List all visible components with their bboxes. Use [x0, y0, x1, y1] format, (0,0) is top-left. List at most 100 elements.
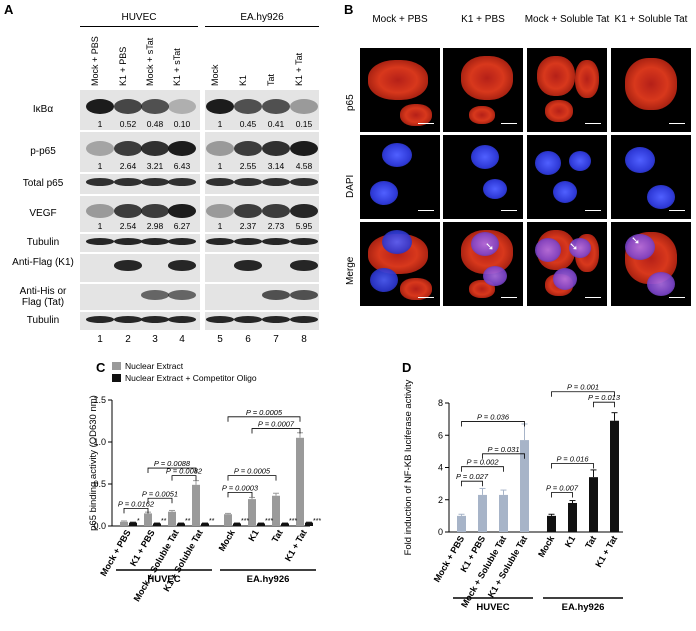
significance-mark: ** [185, 518, 191, 525]
micro-column-title: K1 + Soluble Tat [614, 14, 688, 25]
bar-main [589, 477, 598, 532]
cell-nucleus-merge [471, 232, 499, 256]
cell-cytoplasm [400, 104, 432, 126]
blot-band [168, 260, 196, 271]
blot-quant-value: 6.27 [173, 221, 191, 231]
blot-lane-number: 7 [273, 334, 279, 345]
significance-mark: *** [265, 518, 273, 525]
bar-main [224, 514, 232, 526]
blot-row-label: Anti-His or Flag (Tat) [19, 286, 67, 308]
blot-lane-label: K1 + Tat [294, 52, 304, 86]
cell-nucleus [483, 179, 507, 199]
cell-nucleus [647, 185, 675, 209]
blot-band [290, 315, 318, 323]
blot-quant-value: 1 [97, 221, 103, 231]
blot-band [234, 203, 262, 218]
significance-mark: ** [161, 518, 167, 525]
x-category-label: Tat [583, 534, 598, 550]
blot-lane-label: Mock + PBS [90, 36, 100, 86]
blot-quant-value: 2.64 [119, 161, 137, 171]
blot-band [114, 140, 142, 156]
legend-swatch [112, 374, 121, 382]
legend-swatch [112, 362, 121, 370]
blot-band [168, 178, 196, 186]
scale-bar [418, 123, 434, 124]
blot-band [234, 260, 262, 271]
micro-image [443, 48, 523, 132]
blot-band [86, 315, 114, 323]
blot-quant-value: 1 [217, 221, 223, 231]
cell-nucleus [569, 151, 591, 171]
p-value-label: P = 0.031 [487, 445, 519, 454]
micro-image [527, 135, 607, 219]
cell-nucleus [471, 145, 499, 169]
blot-band [234, 315, 262, 323]
blot-band [234, 178, 262, 186]
blot-band [141, 289, 169, 300]
p-value-bracket [123, 507, 149, 514]
blot-row-label: Anti-Flag (K1) [12, 257, 74, 268]
blot-strip [80, 90, 200, 130]
bar-main [296, 437, 304, 526]
blot-band [168, 237, 196, 245]
blot-band [206, 178, 234, 186]
scale-bar [418, 297, 434, 298]
group-label: HUVEC [147, 574, 180, 585]
blot-row-label: Total p65 [22, 178, 64, 189]
arrow-icon: ➘ [631, 235, 641, 247]
x-category-label: K1 [563, 534, 577, 549]
x-category-label: Tat [270, 528, 285, 544]
blot-band [206, 315, 234, 323]
blot-band [141, 315, 169, 323]
blot-quant-value: 0.10 [173, 119, 191, 129]
y-tick-label: 0 [438, 527, 443, 537]
p-value-bracket [551, 391, 615, 397]
blot-band [114, 237, 142, 245]
blot-lane-label: Tat [266, 73, 276, 86]
p-value-label: P = 0.027 [456, 472, 489, 481]
blot-lane-label: K1 [238, 74, 248, 86]
bar-main [478, 494, 487, 532]
bar-competitor [257, 523, 265, 526]
scale-bar [585, 123, 601, 124]
bar-main [144, 513, 152, 526]
bar-competitor [281, 523, 289, 526]
blot-lane-number: 8 [301, 334, 307, 345]
cell-nucleus-merge [553, 268, 577, 290]
blot-lane-label: Mock + sTat [145, 37, 155, 86]
micro-image [360, 135, 440, 219]
blot-group-eahy926: EA.hy926 [240, 12, 284, 23]
blot-strip [80, 284, 200, 310]
blot-band [262, 289, 290, 300]
micro-image: ➘ [527, 222, 607, 306]
p-value-bracket [593, 401, 615, 408]
arrow-icon: ➘ [485, 241, 495, 253]
p-value-bracket [171, 475, 197, 481]
micro-image [611, 48, 691, 132]
blot-band [114, 178, 142, 186]
cell-cytoplasm [461, 56, 513, 100]
group-label: HUVEC [476, 602, 509, 613]
blot-quant-value: 1 [217, 161, 223, 171]
blot-band [86, 237, 114, 245]
scale-bar [501, 297, 517, 298]
blot-group-huvec-line [80, 26, 198, 27]
p-value-label: P = 0.036 [477, 413, 510, 422]
bar-main [272, 495, 280, 526]
scale-bar [585, 210, 601, 211]
blot-band [234, 98, 262, 114]
significance-mark: *** [313, 518, 321, 525]
blot-band [206, 237, 234, 245]
blot-band [168, 98, 196, 114]
micro-column-title: Mock + PBS [372, 14, 428, 25]
blot-band [290, 98, 318, 114]
p-value-label: P = 0.002 [466, 458, 499, 467]
cell-nucleus [370, 181, 398, 205]
blot-row-label: Tubulin [26, 237, 60, 248]
blot-quant-value: 2.73 [267, 221, 285, 231]
p-value-bracket [227, 416, 301, 422]
cell-nucleus-merge [483, 266, 507, 286]
blot-band [262, 140, 290, 156]
blot-band [141, 140, 169, 156]
blot-strip [205, 132, 319, 172]
